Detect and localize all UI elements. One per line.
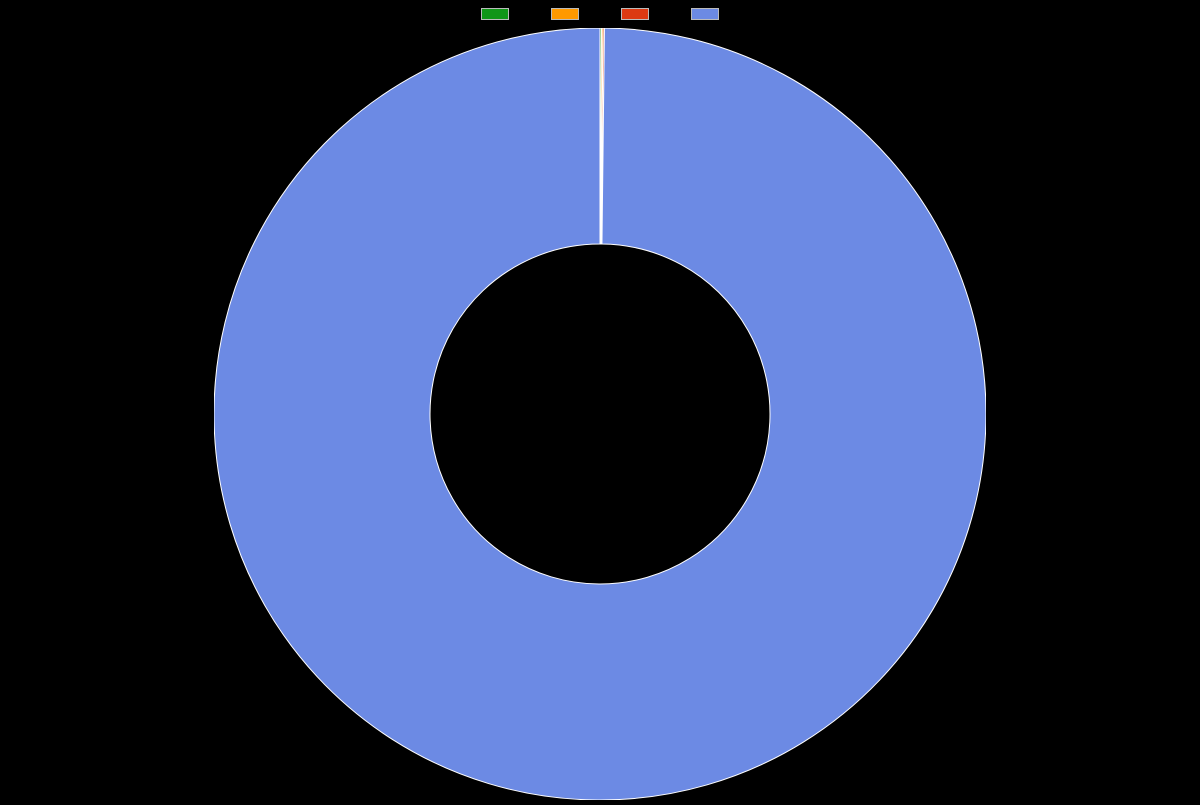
legend-swatch-3	[691, 8, 719, 20]
donut-chart	[214, 28, 986, 800]
legend-item-1	[551, 8, 579, 20]
legend-swatch-1	[551, 8, 579, 20]
legend-item-2	[621, 8, 649, 20]
donut-svg	[214, 28, 986, 800]
legend-item-0	[481, 8, 509, 20]
legend-swatch-2	[621, 8, 649, 20]
legend-item-3	[691, 8, 719, 20]
chart-legend	[481, 8, 719, 20]
legend-swatch-0	[481, 8, 509, 20]
